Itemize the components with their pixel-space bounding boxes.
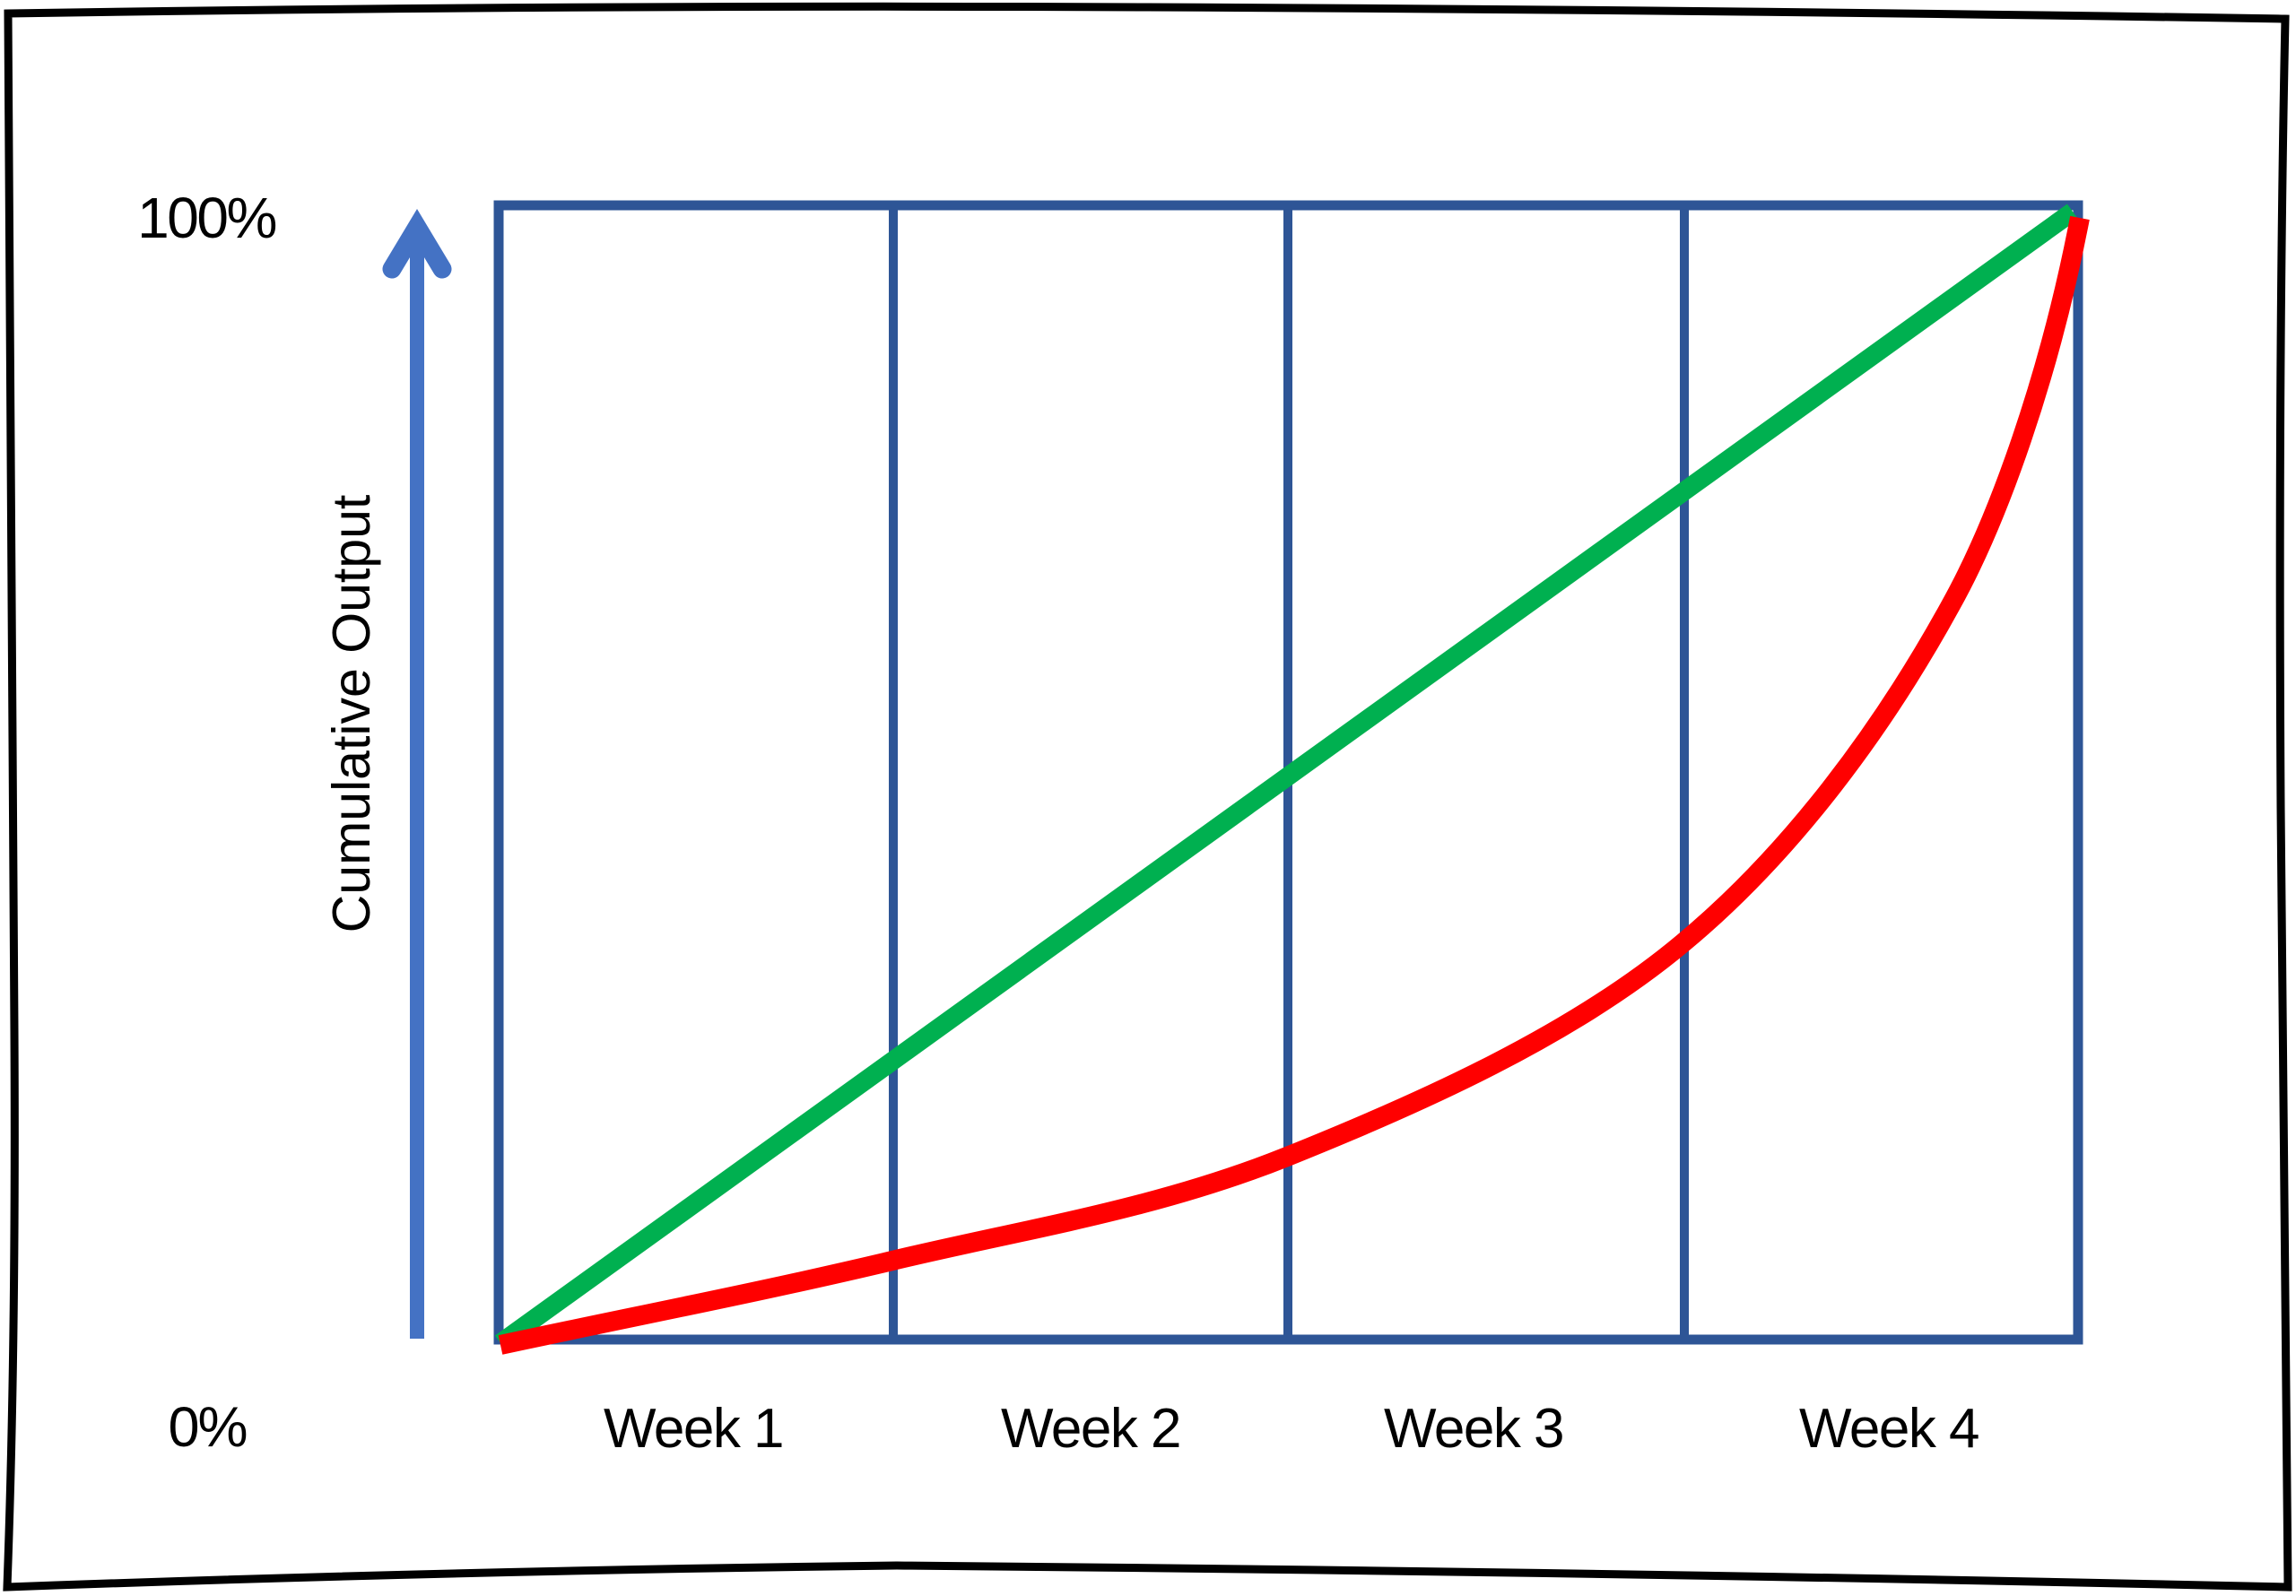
svg-text:Week 1: Week 1 <box>604 1398 783 1460</box>
svg-text:Week 3: Week 3 <box>1384 1398 1563 1460</box>
svg-text:Week 2: Week 2 <box>1001 1398 1180 1460</box>
svg-text:0%: 0% <box>168 1396 246 1459</box>
svg-text:Week 4: Week 4 <box>1799 1398 1979 1460</box>
svg-text:Cumulative Output: Cumulative Output <box>322 495 381 933</box>
svg-text:100%: 100% <box>137 186 275 250</box>
